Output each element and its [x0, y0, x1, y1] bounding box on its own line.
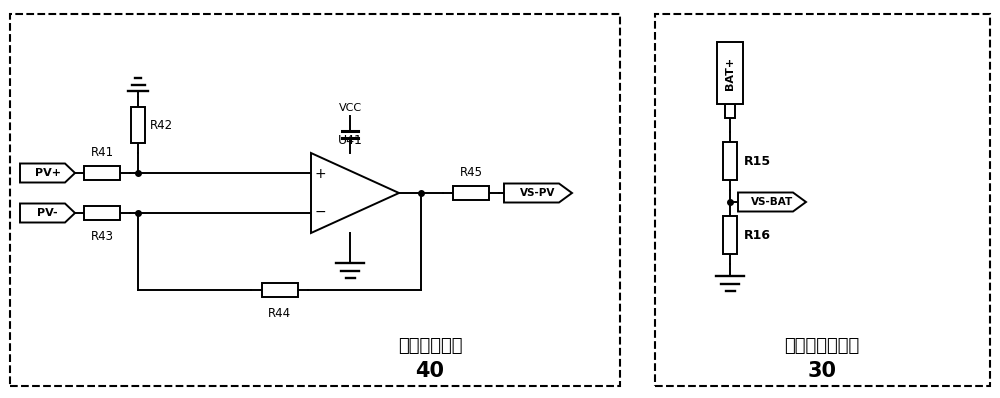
Text: VS-PV: VS-PV	[520, 188, 556, 198]
Bar	[84, 166, 120, 180]
Text: R45: R45	[460, 166, 482, 179]
Bar	[262, 283, 298, 297]
Text: BAT+: BAT+	[725, 57, 735, 90]
Text: 蓄电池电压采样: 蓄电池电压采样	[784, 337, 860, 355]
Bar	[723, 216, 737, 254]
Text: 光伏电压采样: 光伏电压采样	[398, 337, 462, 355]
FancyBboxPatch shape	[10, 14, 620, 386]
Text: PV+: PV+	[34, 168, 60, 178]
Polygon shape	[20, 203, 75, 222]
Text: R44: R44	[268, 307, 291, 320]
FancyBboxPatch shape	[655, 14, 990, 386]
Bar	[717, 42, 743, 104]
Text: R43: R43	[90, 230, 114, 243]
Text: −: −	[314, 205, 326, 219]
Text: VS-BAT: VS-BAT	[751, 197, 793, 207]
Bar	[84, 206, 120, 220]
Text: U41: U41	[338, 134, 362, 147]
Polygon shape	[738, 193, 806, 211]
Text: +: +	[314, 167, 326, 181]
Polygon shape	[504, 183, 572, 203]
Text: R41: R41	[90, 146, 114, 159]
Polygon shape	[20, 164, 75, 183]
Bar	[453, 186, 489, 200]
Text: 40: 40	[416, 361, 444, 381]
Polygon shape	[311, 153, 399, 233]
Text: PV-: PV-	[37, 208, 58, 218]
Text: R16: R16	[744, 228, 771, 242]
Bar	[725, 104, 735, 118]
Bar	[131, 107, 145, 143]
Text: R42: R42	[150, 119, 173, 131]
Text: 30: 30	[808, 361, 837, 381]
Text: R15: R15	[744, 154, 771, 168]
Bar	[723, 142, 737, 180]
Text: VCC: VCC	[338, 103, 362, 113]
